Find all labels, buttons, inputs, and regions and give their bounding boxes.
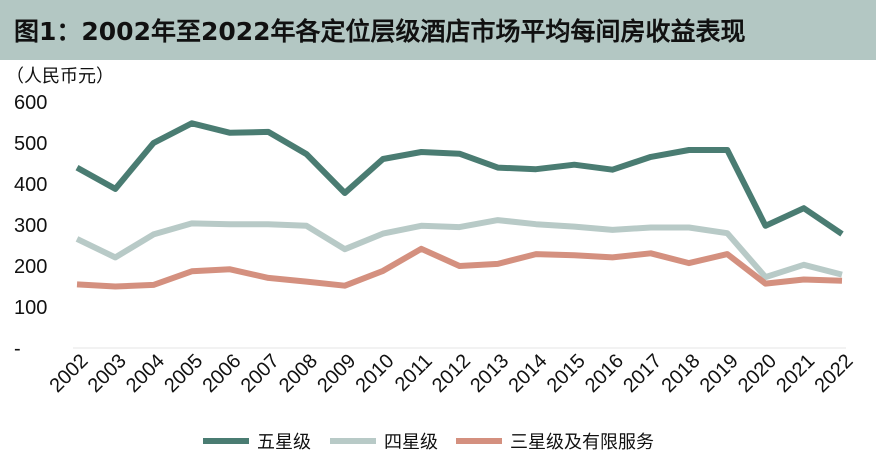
x-tick-label: 2005 <box>160 350 207 397</box>
y-tick-label: 400 <box>14 174 47 196</box>
x-tick-label: 2017 <box>619 350 666 397</box>
series-line-0 <box>75 120 844 237</box>
x-tick-label: 2004 <box>122 350 169 397</box>
x-tick-label: 2022 <box>811 350 858 397</box>
y-axis-ticks: 600 500 400 300 200 100 - <box>14 92 47 360</box>
x-tick-label: 2020 <box>734 350 781 397</box>
x-tick-label: 2018 <box>658 350 705 397</box>
x-tick-label: 2009 <box>313 350 360 397</box>
x-tick-label: 2002 <box>46 350 93 397</box>
series-line-1 <box>75 217 843 281</box>
y-unit-label: （人民币元） <box>6 66 114 87</box>
x-tick-label: 2015 <box>543 350 590 397</box>
x-tick-label: 2008 <box>275 350 322 397</box>
y-tick-label: 300 <box>14 215 47 237</box>
y-tick-label: 100 <box>14 297 47 319</box>
title-bar: 图1：2002年至2022年各定位层级酒店市场平均每间房收益表现 <box>0 0 876 60</box>
x-tick-label: 2006 <box>199 350 246 397</box>
x-tick-label: 2012 <box>428 350 475 397</box>
legend-label-2: 三星级及有限服务 <box>510 432 654 453</box>
y-tick-label: - <box>14 338 21 360</box>
chart-title: 图1：2002年至2022年各定位层级酒店市场平均每间房收益表现 <box>14 17 746 46</box>
x-axis-ticks: 2002200320042005200620072008200920102011… <box>46 350 858 397</box>
x-tick-label: 2007 <box>237 350 284 397</box>
y-tick-label: 500 <box>14 133 47 155</box>
legend-label-1: 四星级 <box>384 432 438 453</box>
legend-label-0: 五星级 <box>257 432 311 453</box>
series-line-2 <box>76 245 843 290</box>
x-tick-label: 2021 <box>772 350 819 397</box>
series-lines <box>75 120 844 290</box>
x-tick-label: 2014 <box>505 350 552 397</box>
x-tick-label: 2003 <box>84 350 131 397</box>
y-tick-label: 600 <box>14 92 47 114</box>
legend: 五星级 四星级 三星级及有限服务 <box>203 432 654 453</box>
x-tick-label: 2013 <box>466 350 513 397</box>
x-tick-label: 2016 <box>581 350 628 397</box>
y-tick-label: 200 <box>14 256 47 278</box>
x-tick-label: 2011 <box>391 350 437 396</box>
x-tick-label: 2010 <box>352 350 399 397</box>
x-tick-label: 2019 <box>696 350 743 397</box>
